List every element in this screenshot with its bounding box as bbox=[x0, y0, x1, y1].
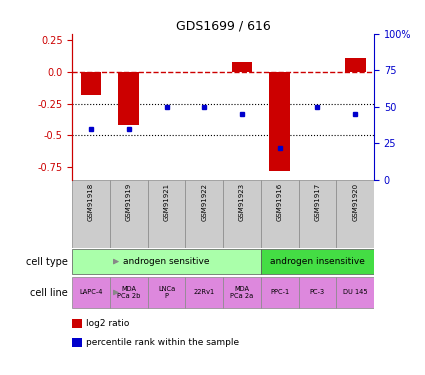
Text: GSM91917: GSM91917 bbox=[314, 183, 320, 221]
Text: cell type: cell type bbox=[26, 256, 68, 267]
Text: GSM91922: GSM91922 bbox=[201, 183, 207, 221]
Title: GDS1699 / 616: GDS1699 / 616 bbox=[176, 20, 270, 33]
Bar bbox=[72, 277, 110, 308]
Text: androgen insensitive: androgen insensitive bbox=[270, 256, 365, 265]
Bar bbox=[261, 277, 298, 308]
Text: GSM91919: GSM91919 bbox=[126, 183, 132, 221]
Bar bbox=[336, 180, 374, 248]
Text: log2 ratio: log2 ratio bbox=[86, 319, 129, 328]
Text: LAPC-4: LAPC-4 bbox=[79, 290, 103, 296]
Bar bbox=[223, 180, 261, 248]
Text: LNCa
P: LNCa P bbox=[158, 286, 175, 299]
Bar bbox=[298, 277, 336, 308]
Text: GSM91923: GSM91923 bbox=[239, 183, 245, 221]
Text: GSM91920: GSM91920 bbox=[352, 183, 358, 221]
Text: GSM91918: GSM91918 bbox=[88, 183, 94, 221]
Bar bbox=[148, 277, 185, 308]
Text: GSM91921: GSM91921 bbox=[164, 183, 170, 221]
Text: 22Rv1: 22Rv1 bbox=[194, 290, 215, 296]
Text: DU 145: DU 145 bbox=[343, 290, 368, 296]
Bar bbox=[269, 72, 290, 171]
Bar bbox=[223, 277, 261, 308]
Bar bbox=[298, 180, 336, 248]
Text: PC-3: PC-3 bbox=[310, 290, 325, 296]
Text: PPC-1: PPC-1 bbox=[270, 290, 289, 296]
Text: MDA
PCa 2b: MDA PCa 2b bbox=[117, 286, 141, 299]
Text: GSM91916: GSM91916 bbox=[277, 183, 283, 221]
Bar bbox=[110, 277, 148, 308]
Text: cell line: cell line bbox=[30, 288, 68, 297]
Bar bbox=[336, 277, 374, 308]
Bar bbox=[72, 180, 110, 248]
Bar bbox=[261, 180, 298, 248]
Bar bbox=[232, 62, 252, 72]
Text: percentile rank within the sample: percentile rank within the sample bbox=[86, 338, 239, 347]
Bar bbox=[345, 58, 366, 72]
Bar bbox=[110, 180, 148, 248]
Bar bbox=[185, 277, 223, 308]
Bar bbox=[261, 249, 374, 274]
Bar bbox=[81, 72, 102, 95]
Text: androgen sensitive: androgen sensitive bbox=[123, 256, 210, 265]
Bar bbox=[185, 180, 223, 248]
Bar bbox=[72, 249, 261, 274]
Bar bbox=[119, 72, 139, 125]
Bar bbox=[148, 180, 185, 248]
Text: MDA
PCa 2a: MDA PCa 2a bbox=[230, 286, 254, 299]
